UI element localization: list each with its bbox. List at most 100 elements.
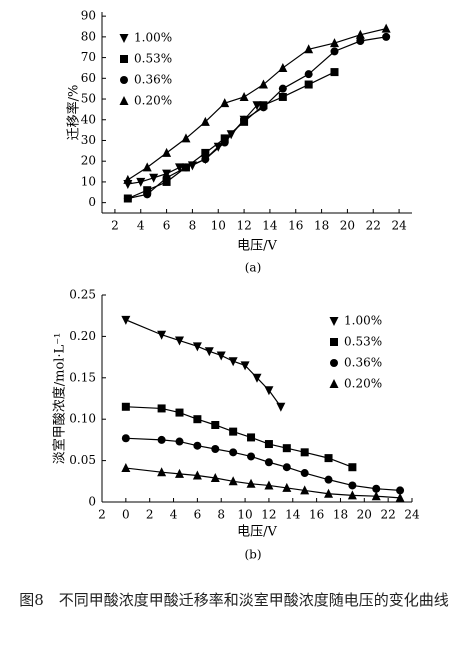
x-axis-label: 电压/V: [237, 525, 277, 540]
marker: [258, 79, 268, 89]
x-tick-label: 12: [261, 508, 276, 522]
marker: [175, 408, 184, 417]
marker: [229, 427, 238, 436]
marker: [240, 361, 250, 371]
marker: [143, 190, 152, 199]
marker: [278, 84, 287, 93]
y-axis-label: 迁移率/%: [66, 85, 82, 141]
marker: [229, 448, 238, 457]
y-tick-label: 0.05: [69, 453, 96, 467]
subtitle: (a): [245, 261, 262, 275]
x-tick-label: 20: [357, 508, 372, 522]
x-tick-label: 22: [366, 219, 381, 233]
marker: [157, 330, 167, 340]
x-tick-label: 24: [391, 219, 407, 233]
marker: [356, 37, 365, 46]
y-tick-label: 40: [81, 112, 96, 126]
caption: 图8 不同甲酸浓度甲酸迁移率和淡室甲酸浓度随电压的变化曲线: [19, 591, 449, 609]
marker: [200, 116, 210, 126]
marker: [239, 91, 249, 101]
legend-label: 0.53%: [344, 335, 382, 349]
marker: [259, 103, 268, 112]
marker: [247, 433, 256, 442]
legend-label: 0.20%: [344, 377, 382, 391]
marker: [162, 173, 171, 182]
marker: [282, 444, 291, 453]
x-tick-label: 16: [288, 219, 303, 233]
marker: [330, 68, 339, 77]
x-axis-label: 电压/V: [237, 239, 277, 254]
x-tick-label: 16: [309, 508, 324, 522]
marker: [264, 480, 274, 490]
marker: [348, 481, 357, 490]
marker: [162, 177, 171, 186]
marker: [192, 470, 202, 480]
marker: [220, 138, 229, 147]
marker: [264, 458, 273, 467]
legend-marker: [330, 338, 338, 346]
marker: [220, 98, 230, 108]
y-tick-label: 0: [88, 195, 96, 209]
x-tick-label: 6: [163, 219, 171, 233]
marker: [278, 92, 287, 101]
marker: [149, 173, 159, 183]
marker: [240, 115, 249, 124]
marker: [324, 488, 334, 498]
legend-label: 0.36%: [344, 356, 382, 370]
legend-marker: [329, 317, 339, 326]
marker: [396, 486, 405, 495]
marker: [246, 478, 256, 488]
x-tick-label: 2: [98, 508, 106, 522]
series-line: [125, 319, 282, 408]
series-line: [125, 437, 401, 492]
marker: [142, 162, 152, 172]
x-tick-label: 2: [111, 219, 119, 233]
marker: [371, 491, 381, 501]
marker: [192, 342, 202, 352]
y-tick-label: 60: [81, 71, 96, 85]
marker: [304, 70, 313, 79]
marker: [330, 47, 339, 56]
y-axis-label: 淡室甲酸浓度/mol·L⁻¹: [52, 333, 68, 465]
x-tick-label: 0: [122, 508, 130, 522]
x-tick-label: 12: [236, 219, 251, 233]
y-tick-label: 0.25: [69, 288, 96, 302]
subtitle: (b): [244, 548, 261, 562]
marker: [247, 452, 256, 461]
legend-label: 0.36%: [134, 73, 172, 87]
y-tick-label: 90: [81, 9, 96, 23]
marker: [123, 194, 132, 203]
marker: [201, 148, 210, 157]
x-tick-label: 10: [237, 508, 252, 522]
marker: [204, 347, 214, 357]
marker: [304, 80, 313, 89]
x-tick-label: 14: [262, 219, 278, 233]
chart: 00.050.100.150.200.252 0 2 4 6 8 10 12 14 16 18 20 2…: [52, 288, 420, 562]
marker: [143, 186, 152, 195]
marker: [228, 357, 238, 367]
marker: [157, 467, 167, 477]
marker: [201, 155, 210, 164]
y-tick-label: 0: [88, 495, 96, 509]
legend-marker: [120, 55, 128, 63]
marker: [382, 32, 391, 41]
marker: [220, 134, 229, 143]
marker: [324, 454, 333, 463]
marker: [181, 133, 191, 143]
y-tick-label: 70: [81, 50, 96, 64]
marker: [276, 402, 286, 412]
marker: [123, 174, 133, 184]
marker: [228, 476, 238, 486]
legend-marker: [329, 379, 339, 388]
marker: [355, 29, 365, 39]
y-tick-label: 10: [81, 174, 96, 188]
legend-marker: [119, 34, 129, 43]
x-tick-label: 6: [194, 508, 202, 522]
legend-marker: [120, 76, 128, 84]
marker: [210, 472, 220, 482]
x-tick-label: 14: [285, 508, 301, 522]
marker: [347, 490, 357, 500]
